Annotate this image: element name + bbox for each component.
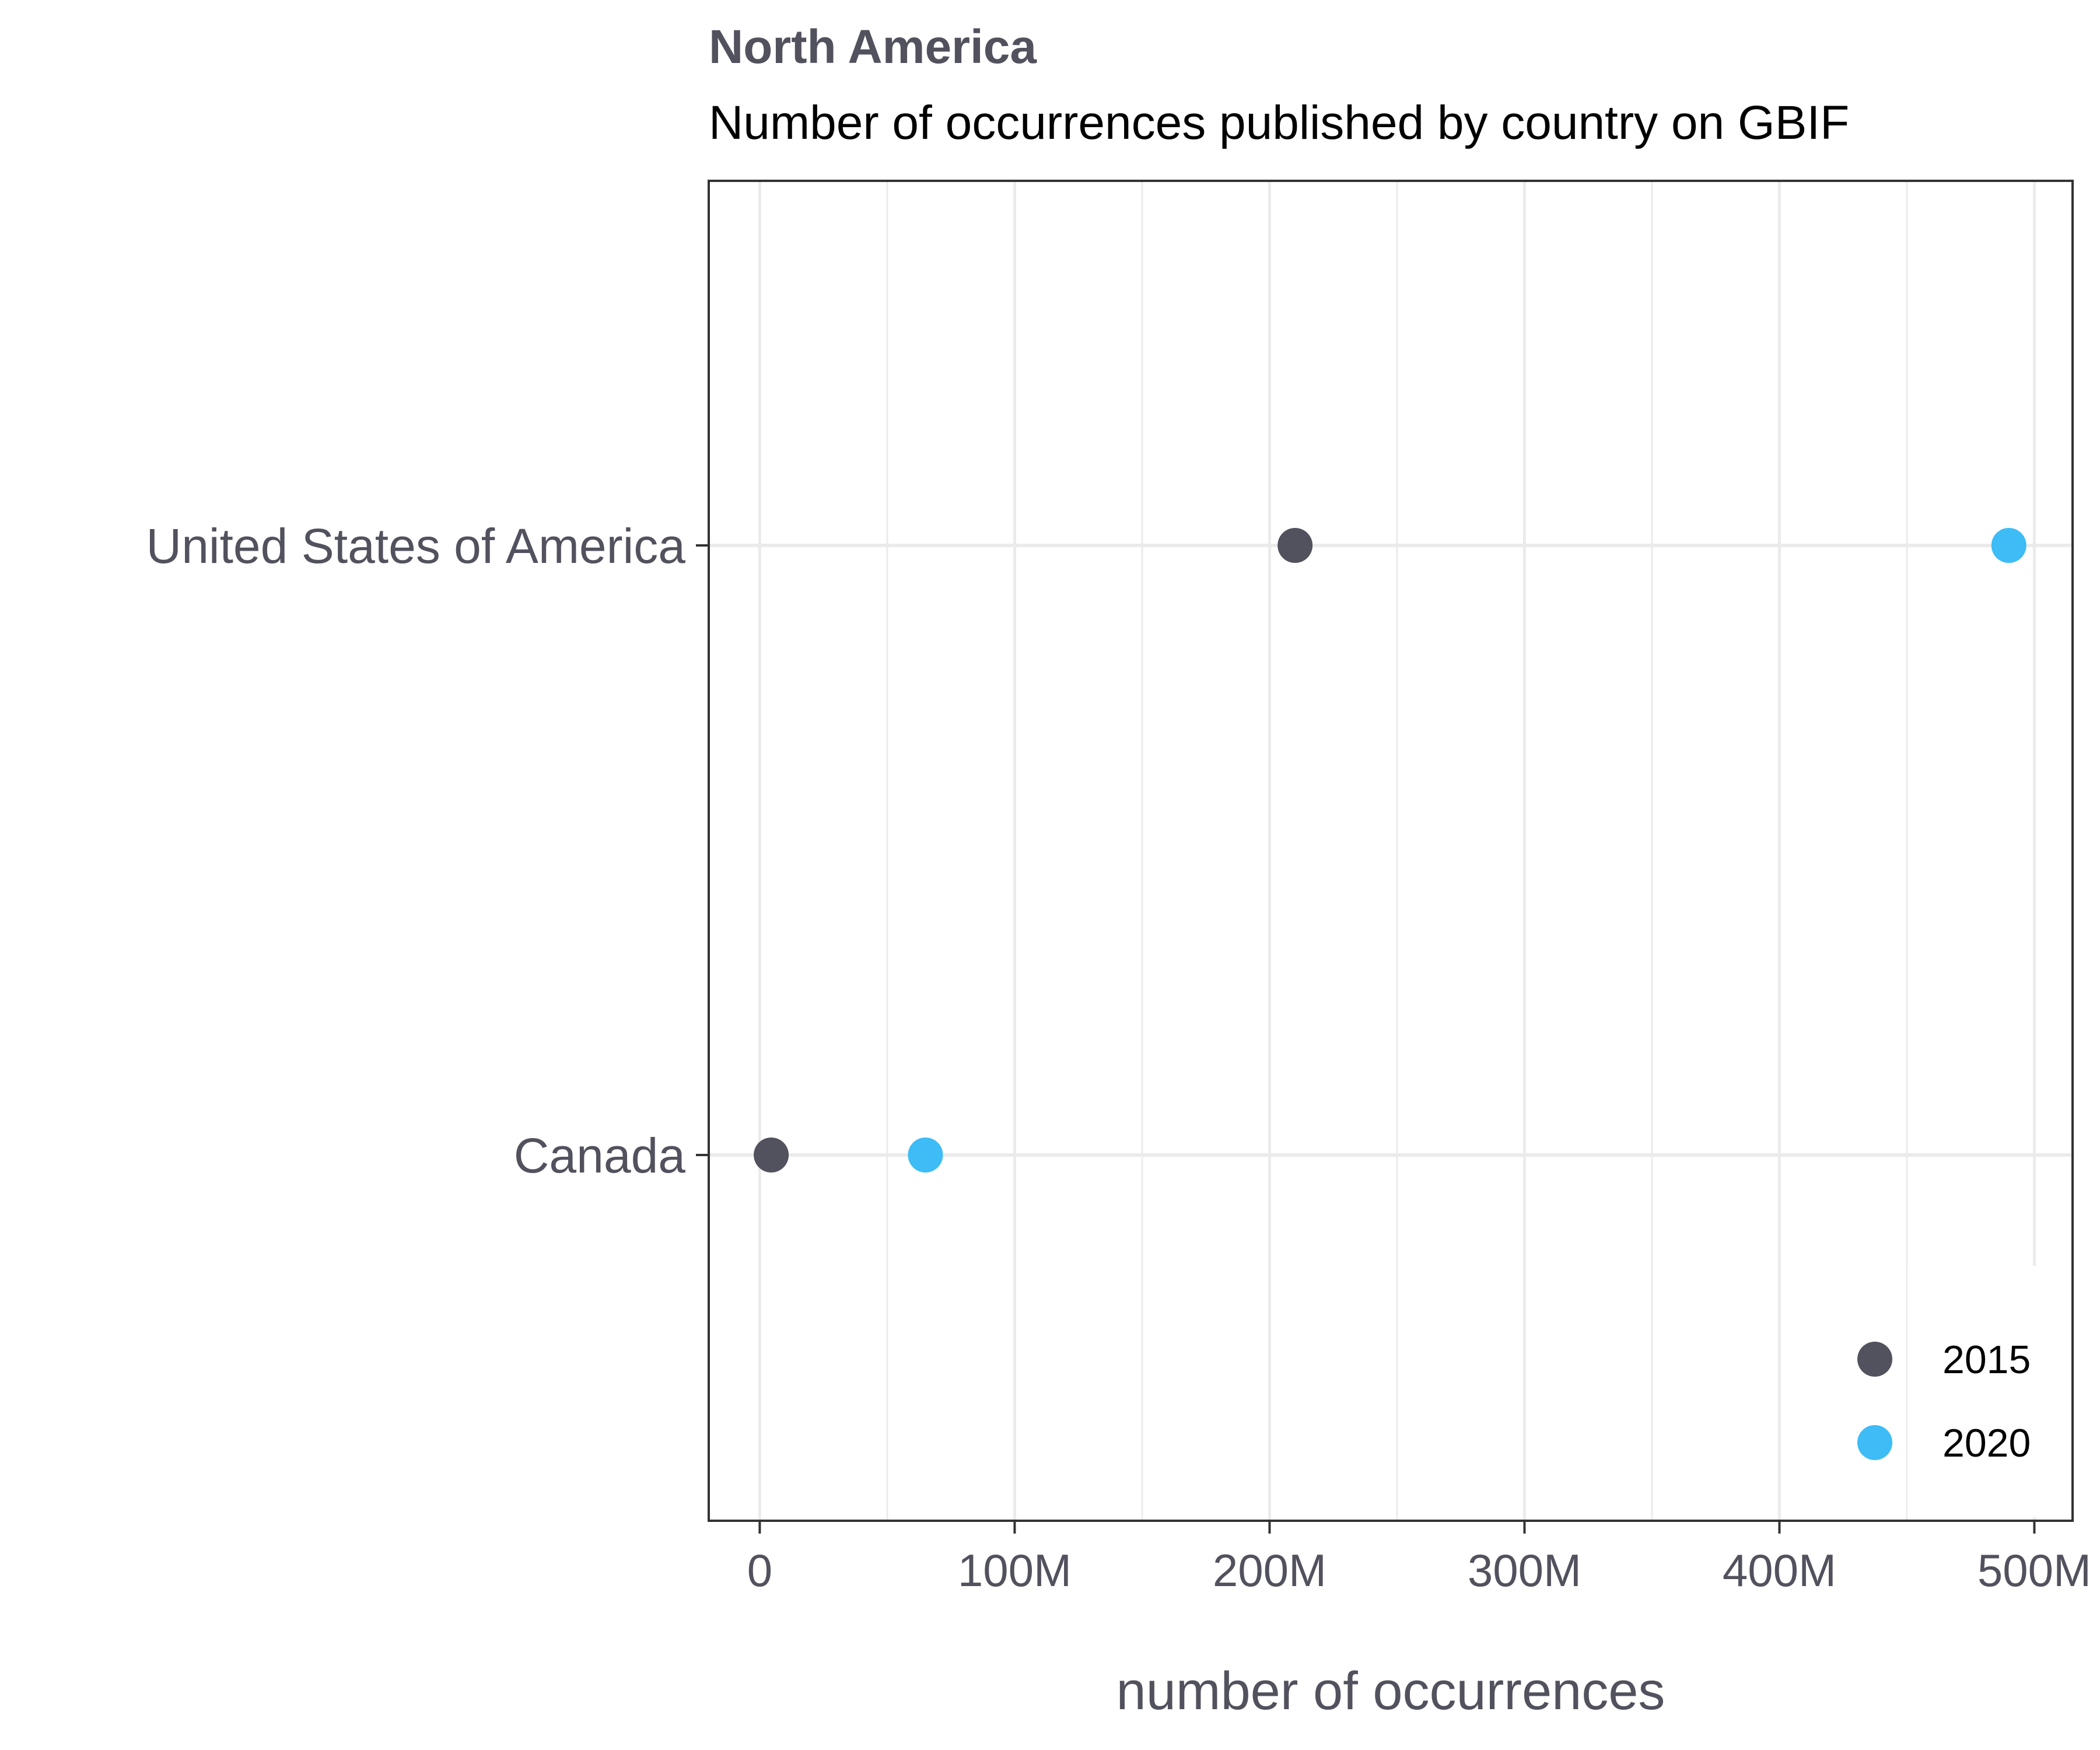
chart-title: North America — [709, 20, 1037, 74]
legend-key-2015 — [1857, 1342, 1892, 1377]
legend-label-2020: 2020 — [1943, 1421, 2031, 1465]
plot-area: United States of America Canada 0 100M 200M 3… — [146, 180, 2091, 1596]
chart-subtitle: Number of occurrences published by count… — [709, 96, 1849, 149]
data-point-2015 — [754, 1138, 789, 1172]
plot-background — [709, 181, 2073, 1521]
x-tick-label: 200M — [1213, 1545, 1326, 1596]
legend-background — [1908, 1266, 2069, 1517]
x-tick-label: 500M — [1978, 1545, 2091, 1596]
y-tick-label: United States of America — [146, 519, 686, 573]
x-tick-label: 100M — [958, 1545, 1072, 1596]
y-tick-label: Canada — [514, 1128, 686, 1183]
x-axis-label: number of occurrences — [1116, 1661, 1665, 1721]
x-tick-label: 0 — [747, 1545, 772, 1596]
legend-key-2020 — [1857, 1425, 1892, 1460]
plot-border — [708, 180, 2074, 1522]
x-tick-label: 300M — [1468, 1545, 1581, 1596]
data-point-2020 — [1991, 528, 2027, 563]
data-point-2015 — [1278, 528, 1313, 563]
legend-label-2015: 2015 — [1943, 1338, 2031, 1382]
x-tick-label: 400M — [1723, 1545, 1836, 1596]
data-point-2020 — [908, 1138, 943, 1172]
